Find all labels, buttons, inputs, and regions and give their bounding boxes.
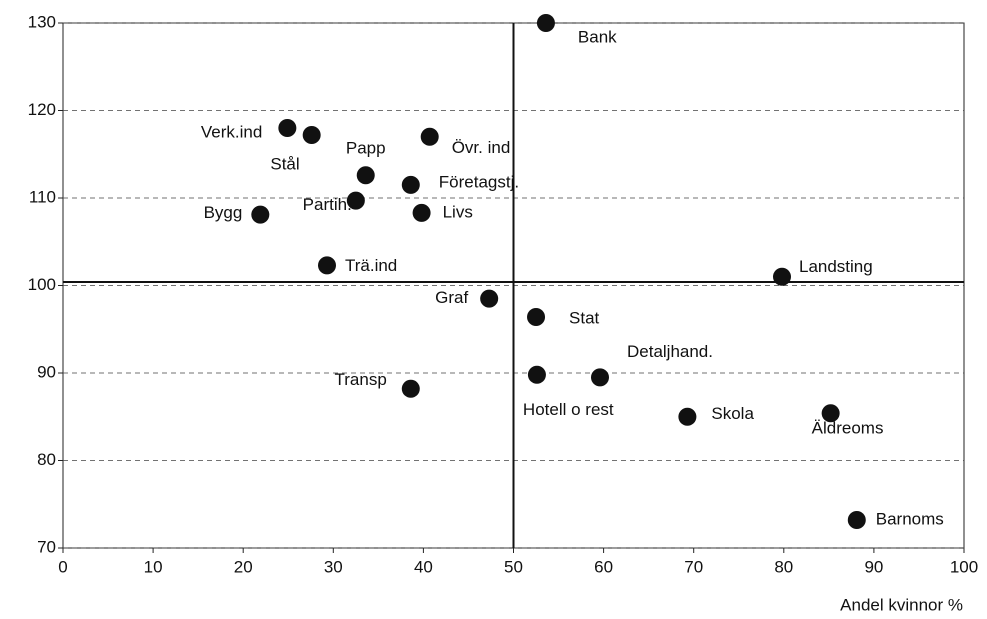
point xyxy=(412,203,431,222)
point xyxy=(317,256,336,275)
point-label: Livs xyxy=(443,202,473,221)
x-tick-label: 10 xyxy=(144,557,163,576)
point-label: Bygg xyxy=(204,203,243,222)
point xyxy=(401,175,420,194)
point xyxy=(356,166,375,185)
point-label: Transp xyxy=(335,370,387,389)
point-label: Barnoms xyxy=(876,509,944,528)
point xyxy=(527,365,546,384)
point-label: Övr. ind xyxy=(452,138,511,157)
y-tick-label: 130 xyxy=(28,12,56,31)
point-label: Skola xyxy=(711,404,754,423)
point-label: Papp xyxy=(346,139,386,158)
point-label: Stål xyxy=(270,154,299,173)
point xyxy=(772,267,791,286)
point xyxy=(278,119,297,137)
y-tick-label: 90 xyxy=(37,362,56,381)
x-tick-label: 80 xyxy=(774,557,793,576)
point xyxy=(527,308,546,326)
y-tick-label: 100 xyxy=(28,275,56,294)
x-tick-label: 50 xyxy=(504,557,523,576)
y-tick-label: 70 xyxy=(37,537,56,556)
point-label: Partih. xyxy=(303,195,352,214)
y-tick-label: 110 xyxy=(29,187,56,206)
x-tick-label: 40 xyxy=(414,557,433,576)
point xyxy=(821,404,840,423)
point-label: Äldreoms xyxy=(812,419,884,438)
point xyxy=(401,379,420,398)
point-label: Bank xyxy=(578,27,617,46)
x-axis-label: Andel kvinnor % xyxy=(840,595,963,614)
point-label: Stat xyxy=(569,308,600,327)
x-tick-label: 100 xyxy=(950,557,978,576)
x-tick-label: 0 xyxy=(58,557,67,576)
point-label: Hotell o rest xyxy=(523,400,614,419)
x-tick-label: 70 xyxy=(684,557,703,576)
point-label: Landsting xyxy=(799,257,873,276)
point-label: Verk.ind xyxy=(201,122,262,141)
y-tick-label: 80 xyxy=(37,450,56,469)
x-tick-label: 90 xyxy=(864,557,883,576)
point xyxy=(678,407,697,426)
point xyxy=(536,14,555,32)
point xyxy=(251,205,270,224)
point xyxy=(346,191,365,210)
point-label: Trä.ind xyxy=(345,256,397,275)
point-label: Företagstj. xyxy=(439,172,519,191)
point xyxy=(480,289,499,308)
point-label: Graf xyxy=(435,288,468,307)
point xyxy=(302,126,321,144)
x-tick-label: 20 xyxy=(234,557,253,576)
x-tick-label: 30 xyxy=(324,557,343,576)
point-label: Detaljhand. xyxy=(627,342,713,361)
point xyxy=(847,511,866,529)
point xyxy=(420,127,439,146)
point xyxy=(590,368,609,387)
y-tick-label: 120 xyxy=(28,100,56,119)
x-tick-label: 60 xyxy=(594,557,613,576)
